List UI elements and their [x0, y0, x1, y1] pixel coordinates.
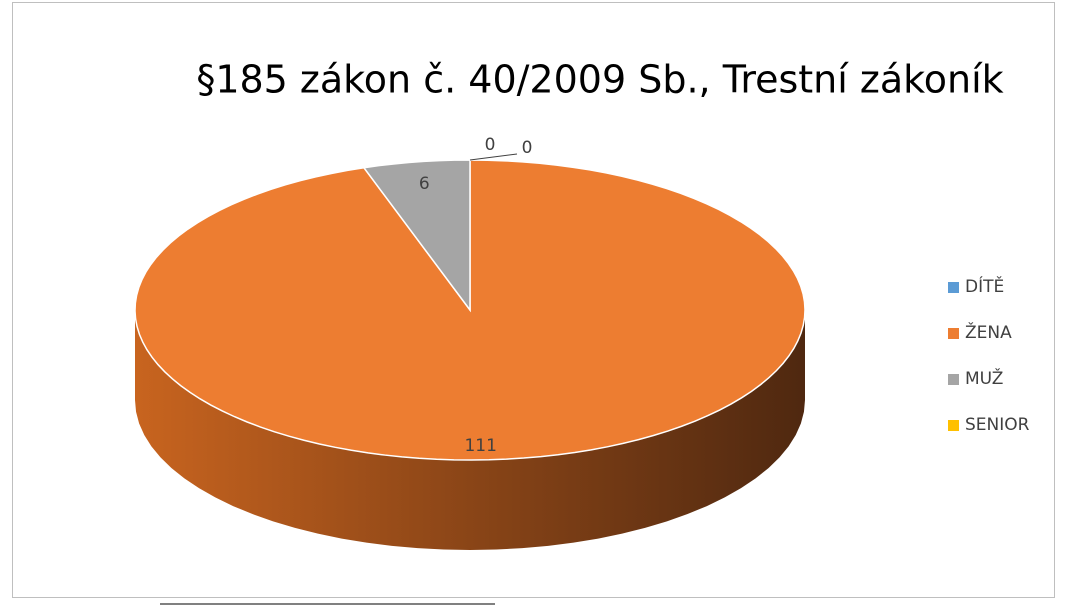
legend-label: SENIOR [965, 415, 1030, 435]
pie-slice [362, 159, 471, 313]
data-label: 111 [464, 436, 496, 456]
data-label: 0 [522, 138, 533, 158]
leader-line [469, 153, 518, 161]
data-label: 6 [419, 174, 430, 194]
legend-label: MUŽ [965, 367, 1003, 389]
legend-swatch [948, 328, 959, 339]
data-label: 0 [485, 135, 496, 155]
legend-swatch [948, 374, 959, 385]
pie-side [135, 310, 805, 550]
legend-swatch [948, 420, 959, 431]
legend-swatch [948, 282, 959, 293]
chart-title: §185 zákon č. 40/2009 Sb., Trestní zákon… [196, 58, 1003, 102]
legend-label: ŽENA [965, 321, 1012, 343]
legend-label: DÍTĚ [965, 275, 1004, 297]
